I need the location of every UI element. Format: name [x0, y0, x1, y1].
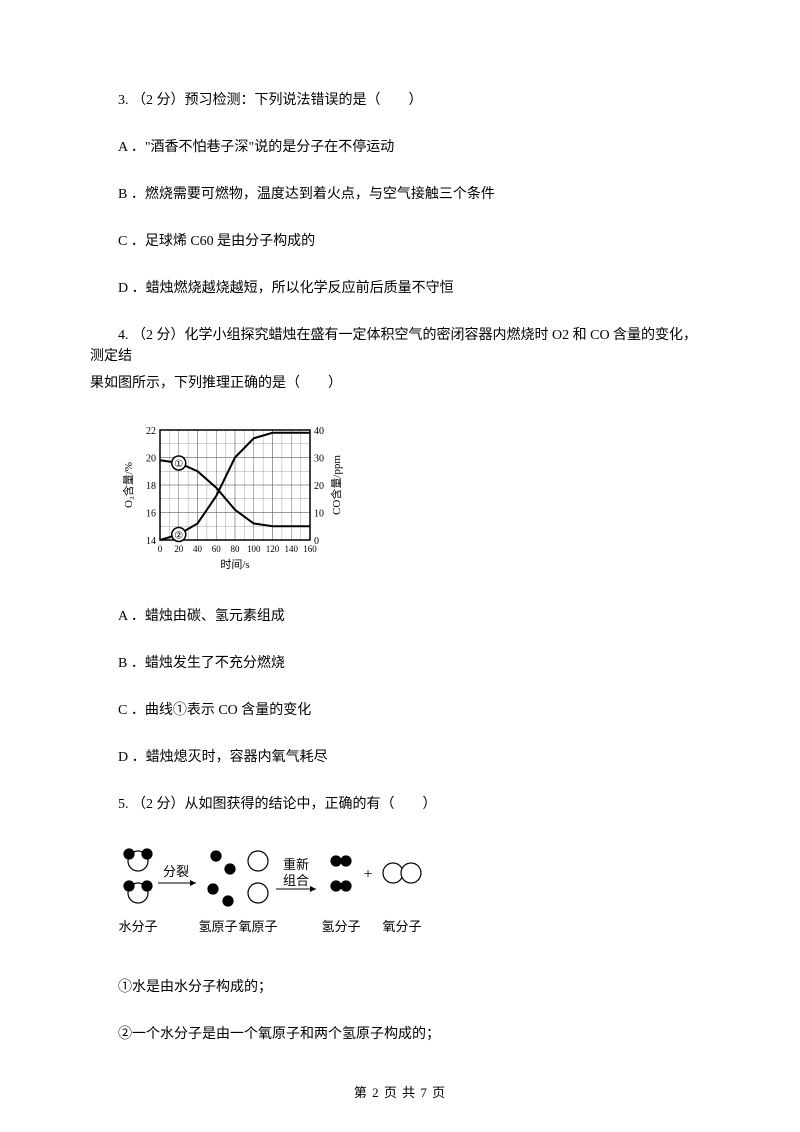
svg-text:组合: 组合 [283, 873, 309, 888]
q4-stem-line2: 果如图所示，下列推理正确的是（ ） [90, 373, 710, 394]
q3-stem: 3. （2 分）预习检测：下列说法错误的是（ ） [90, 90, 710, 111]
svg-text:40: 40 [193, 544, 203, 554]
svg-text:氧原子: 氧原子 [238, 919, 277, 934]
svg-text:②: ② [174, 531, 183, 542]
page-footer: 第 2 页 共 7 页 [0, 1083, 800, 1103]
svg-text:+: + [363, 866, 372, 883]
q4-chart: 1416182022010203040020406080100120140160… [118, 420, 710, 580]
svg-text:20: 20 [174, 544, 184, 554]
q5-sub1: ①水是由水分子构成的； [90, 977, 710, 998]
svg-text:100: 100 [247, 544, 261, 554]
q3-option-b: B ．燃烧需要可燃物，温度达到着火点，与空气接触三个条件 [90, 184, 710, 205]
q3-option-c: C ．足球烯 C60 是由分子构成的 [90, 231, 710, 252]
svg-text:分裂: 分裂 [163, 864, 189, 879]
svg-text:水分子: 水分子 [118, 919, 157, 934]
svg-text:0: 0 [158, 544, 163, 554]
svg-text:20: 20 [146, 454, 156, 465]
q4-option-a: A ．蜡烛由碳、氢元素组成 [90, 606, 710, 627]
svg-text:氢原子: 氢原子 [198, 919, 237, 934]
q4-option-c: C ．曲线①表示 CO 含量的变化 [90, 700, 710, 721]
q4-stem-line1: 4. （2 分）化学小组探究蜡烛在盛有一定体积空气的密闭容器内燃烧时 O2 和 … [90, 325, 710, 367]
q5-sub2: ②一个水分子是由一个氧原子和两个氢原子构成的； [90, 1024, 710, 1045]
svg-text:16: 16 [146, 509, 156, 520]
svg-text:80: 80 [231, 544, 241, 554]
svg-text:10: 10 [314, 509, 324, 520]
svg-text:时间/s: 时间/s [220, 558, 249, 571]
svg-text:60: 60 [212, 544, 222, 554]
q5-diagram: 分裂 重新组合 + 水分子 氢原子氧原子 氢分子 氧分子 [118, 841, 710, 951]
q5-stem: 5. （2 分）从如图获得的结论中，正确的有（ ） [90, 794, 710, 815]
svg-text:160: 160 [303, 544, 317, 554]
svg-text:40: 40 [314, 426, 324, 437]
svg-text:140: 140 [285, 544, 299, 554]
svg-text:氢分子: 氢分子 [321, 919, 360, 934]
svg-text:①: ① [174, 459, 183, 470]
q4-option-d: D ．蜡烛熄灭时，容器内氧气耗尽 [90, 747, 710, 768]
svg-text:120: 120 [266, 544, 280, 554]
svg-text:22: 22 [146, 426, 156, 437]
svg-text:O₂含量/%: O₂含量/% [121, 462, 135, 508]
svg-text:氧分子: 氧分子 [382, 919, 421, 934]
svg-text:18: 18 [146, 481, 156, 492]
q4-option-b: B ．蜡烛发生了不充分燃烧 [90, 653, 710, 674]
svg-text:CO含量/ppm: CO含量/ppm [329, 455, 343, 515]
svg-text:14: 14 [146, 536, 156, 547]
svg-text:20: 20 [314, 481, 324, 492]
svg-text:重新: 重新 [283, 857, 309, 872]
q3-option-a: A ．"酒香不怕巷子深"说的是分子在不停运动 [90, 137, 710, 158]
svg-text:30: 30 [314, 454, 324, 465]
q3-option-d: D ．蜡烛燃烧越烧越短，所以化学反应前后质量不守恒 [90, 278, 710, 299]
